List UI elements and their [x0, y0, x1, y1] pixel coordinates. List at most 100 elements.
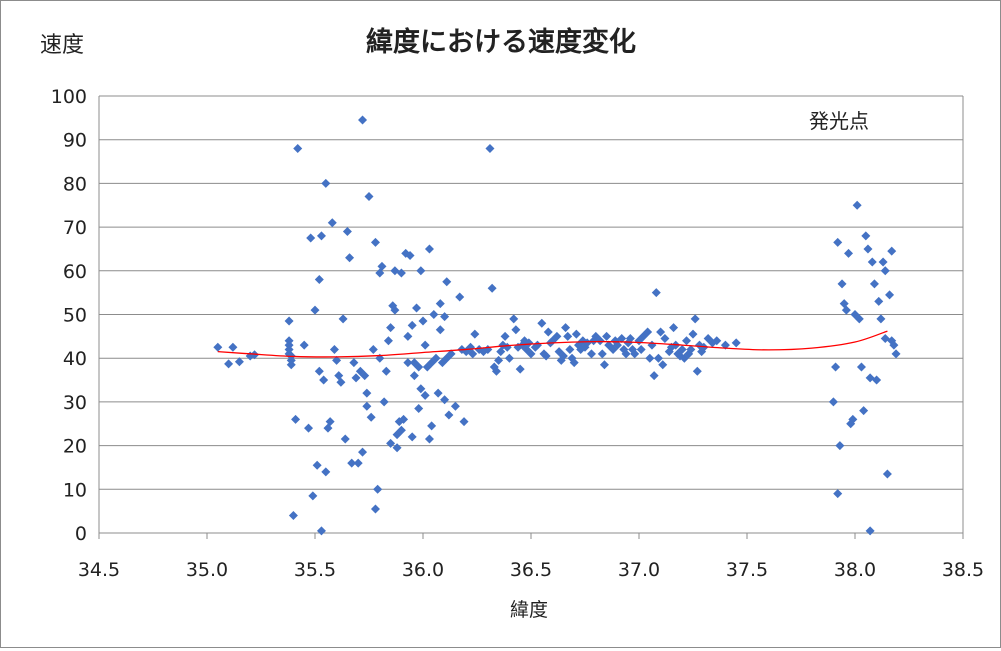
data-point	[373, 484, 383, 494]
data-point	[370, 237, 380, 247]
x-tick-label: 36.0	[402, 559, 444, 581]
data-point	[833, 489, 843, 499]
data-point	[345, 253, 355, 263]
data-point	[565, 344, 575, 354]
data-point	[859, 406, 869, 416]
data-point	[336, 377, 346, 387]
data-points	[213, 115, 901, 536]
data-point	[420, 390, 430, 400]
data-point	[442, 277, 452, 287]
data-point	[552, 331, 562, 341]
data-point	[314, 275, 324, 285]
y-tick-label: 30	[63, 392, 87, 414]
data-point	[645, 353, 655, 363]
data-point	[690, 314, 700, 324]
data-point	[390, 305, 400, 315]
data-point	[319, 375, 329, 385]
data-point	[353, 458, 363, 468]
data-point	[234, 357, 244, 367]
data-point	[621, 349, 631, 359]
data-point	[316, 231, 326, 241]
data-point	[887, 246, 897, 256]
y-tick-label: 80	[63, 173, 87, 195]
data-point	[625, 334, 635, 344]
data-point	[433, 388, 443, 398]
data-point	[617, 334, 627, 344]
data-point	[649, 371, 659, 381]
data-point	[418, 316, 428, 326]
data-point	[358, 115, 368, 125]
data-point	[686, 344, 696, 354]
data-point	[612, 340, 622, 350]
data-point	[310, 305, 320, 315]
data-point	[284, 316, 294, 326]
data-point	[865, 526, 875, 536]
data-point	[692, 366, 702, 376]
data-point	[597, 349, 607, 359]
data-point	[872, 375, 882, 385]
data-point	[861, 231, 871, 241]
data-point	[392, 443, 402, 453]
data-point	[416, 384, 426, 394]
data-point	[412, 303, 422, 313]
data-point	[515, 364, 525, 374]
data-point	[403, 331, 413, 341]
data-point	[424, 434, 434, 444]
data-point	[329, 344, 339, 354]
annotation-hakkouten: 発光点	[809, 109, 869, 133]
data-point	[731, 338, 741, 348]
data-point	[889, 340, 899, 350]
data-point	[660, 334, 670, 344]
data-point	[651, 288, 661, 298]
data-point	[586, 349, 596, 359]
data-point	[332, 355, 342, 365]
data-point	[656, 327, 666, 337]
chart-title: 緯度における速度変化	[366, 26, 636, 58]
data-point	[831, 362, 841, 372]
data-point	[602, 331, 612, 341]
data-point	[509, 314, 519, 324]
data-point	[863, 244, 873, 254]
data-point	[720, 340, 730, 350]
data-point	[351, 373, 361, 383]
x-tick-label: 37.5	[726, 559, 768, 581]
data-point	[837, 279, 847, 289]
data-point	[424, 244, 434, 254]
data-point	[885, 290, 895, 300]
data-point	[427, 421, 437, 431]
data-point	[880, 266, 890, 276]
data-point	[338, 314, 348, 324]
y-tick-label: 50	[63, 305, 87, 327]
data-point	[360, 371, 370, 381]
data-point	[543, 327, 553, 337]
data-point	[362, 388, 372, 398]
data-point	[532, 340, 542, 350]
data-point	[630, 349, 640, 359]
data-point	[396, 425, 406, 435]
data-point	[306, 233, 316, 243]
data-point	[677, 344, 687, 354]
x-tick-label: 38.5	[942, 559, 984, 581]
data-point	[325, 417, 335, 427]
data-point	[494, 355, 504, 365]
data-point	[366, 412, 376, 422]
data-point	[468, 349, 478, 359]
data-point	[340, 434, 350, 444]
x-axis-label: 緯度	[510, 599, 548, 621]
data-point	[874, 296, 884, 306]
data-point	[848, 414, 858, 424]
data-point	[446, 349, 456, 359]
y-tick-label: 60	[63, 261, 87, 283]
x-tick-label: 36.5	[510, 559, 552, 581]
data-point	[293, 143, 303, 153]
data-point	[399, 414, 409, 424]
data-point	[291, 414, 301, 424]
data-point	[561, 323, 571, 333]
data-point	[383, 336, 393, 346]
data-point	[571, 329, 581, 339]
data-point	[429, 310, 439, 319]
data-point	[450, 401, 460, 411]
x-tick-label: 38.0	[834, 559, 876, 581]
data-point	[405, 251, 415, 261]
